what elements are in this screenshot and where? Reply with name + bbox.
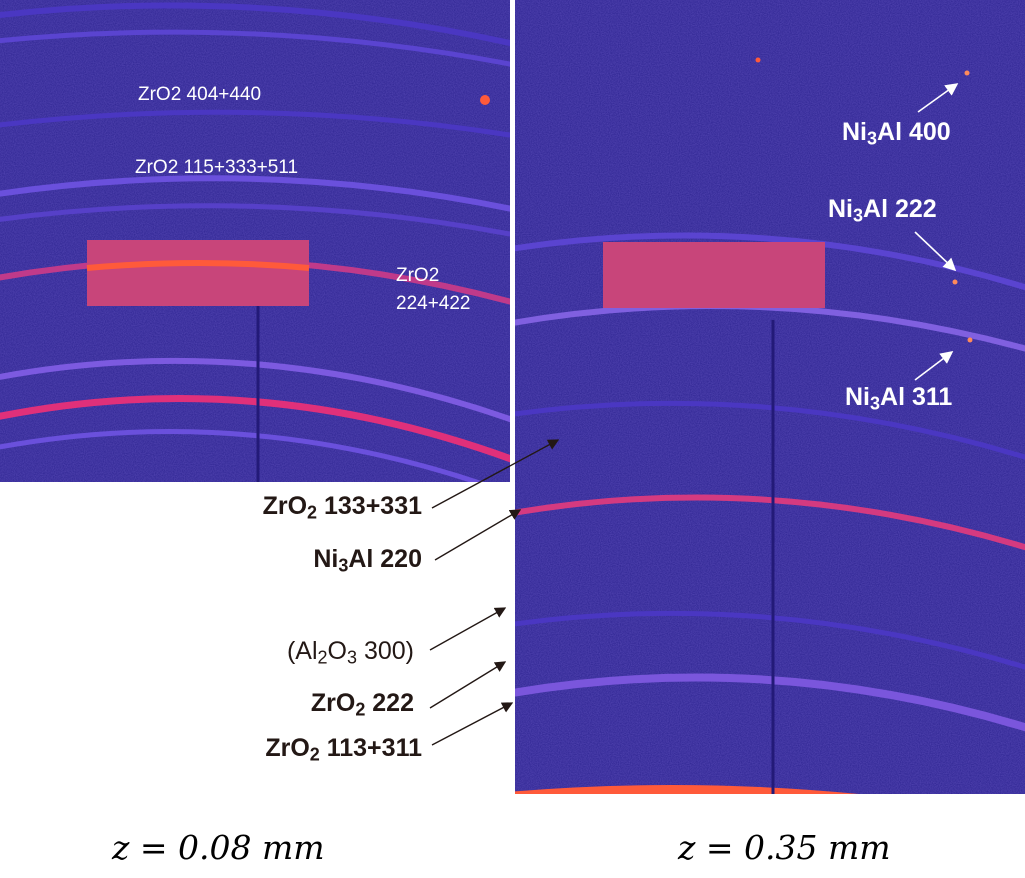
ring-right-7 — [515, 785, 859, 794]
arrow-zro2-113 — [431, 702, 514, 746]
ring-left-7 — [0, 357, 510, 423]
label-zro2-224-line2: 224+422 — [396, 293, 471, 314]
ring-right-6 — [515, 673, 1025, 732]
ring-right-5 — [515, 610, 1025, 670]
detector-image-left: ZrO2 404+440 ZrO2 115+333+511 ZrO2 224+4… — [0, 0, 510, 482]
label-ni3al-222: Ni3Al 222 — [828, 195, 937, 226]
detector-image-right: Ni3Al 400 Ni3Al 222 Ni3Al 311 — [515, 0, 1025, 794]
arrow-zro2-222 — [429, 661, 507, 709]
ring-left-9 — [0, 429, 485, 482]
label-zro2-404-440: ZrO2 404+440 — [138, 84, 262, 105]
label-ni3al-400: Ni3Al 400 — [842, 118, 951, 149]
caption-left: z = 0.08 mm — [112, 828, 325, 867]
arrow-al2o3-300 — [429, 607, 507, 651]
caption-right: z = 0.35 mm — [678, 828, 891, 867]
beamstop-mask-right — [603, 242, 825, 308]
label-ni3al-311: Ni3Al 311 — [845, 383, 953, 414]
arrow-ni3al-311 — [914, 351, 954, 381]
ring-right-1 — [515, 232, 1025, 291]
ring-left-5 — [0, 203, 510, 237]
arrow-zro2-133 — [431, 439, 560, 509]
diffraction-rings-right — [515, 0, 1025, 794]
ring-right-4 — [515, 494, 1025, 551]
diffraction-rings-left — [0, 0, 510, 482]
label-zro2-115-333-511: ZrO2 115+333+511 — [135, 157, 299, 178]
ring-right-3 — [515, 400, 1025, 460]
label-zro2-133-331: ZrO2 133+331 — [262, 492, 422, 523]
ring-left-2 — [0, 29, 510, 67]
label-ni3al-220: Ni3Al 220 — [313, 545, 422, 576]
label-al2o3-300: (Al2O3 300) — [286, 637, 414, 668]
ring-left-3 — [0, 109, 510, 138]
ring-left-1 — [0, 2, 510, 47]
ring-left-4 — [0, 175, 510, 212]
arrow-ni3al-220 — [434, 509, 522, 561]
label-zro2-222: ZrO2 222 — [310, 689, 414, 720]
label-zro2-113-311: ZrO2 113+311 — [265, 734, 422, 765]
ring-left-8 — [0, 395, 510, 463]
label-zro2-224-line1: ZrO2 — [396, 265, 440, 286]
arrow-ni3al-400 — [917, 83, 959, 113]
beamstop-mask-left — [87, 240, 309, 306]
arrow-ni3al-222 — [914, 231, 957, 272]
